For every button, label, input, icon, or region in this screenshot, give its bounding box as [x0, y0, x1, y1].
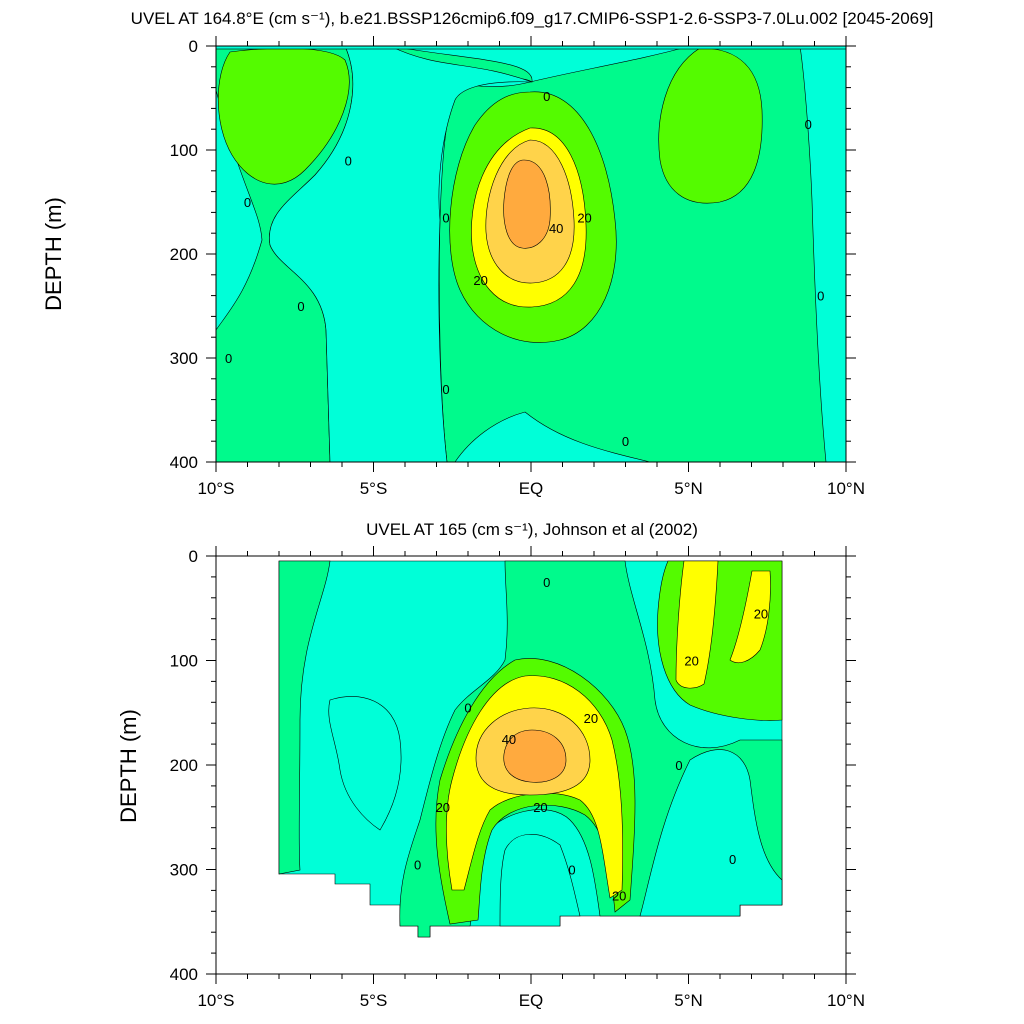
- contour-blob-west: [217, 47, 350, 185]
- contour-label: 0: [225, 351, 232, 366]
- contour-label: 20: [473, 273, 487, 288]
- contour-blob-east: [658, 47, 763, 204]
- contour-label: 0: [543, 89, 550, 104]
- panel-2-ylabel: DEPTH (m): [116, 709, 141, 823]
- contour-east-20: [675, 560, 719, 689]
- contour-label: 0: [622, 434, 629, 449]
- y-tick-label: 200: [170, 756, 198, 775]
- contour-labels: 0 0 0 0 0 0 20 20 20 20 20 20 40: [414, 575, 768, 904]
- x-tick-label: 10°S: [197, 479, 234, 498]
- x-tick-label: 10°S: [197, 991, 234, 1010]
- x-tick-label: EQ: [519, 479, 544, 498]
- contour-band-west: [278, 560, 331, 875]
- y-tick-label: 0: [189, 547, 198, 566]
- contour-label: 20: [436, 800, 450, 815]
- contour-label: 0: [568, 863, 575, 878]
- y-tick-label: 300: [170, 861, 198, 880]
- panel-model: UVEL AT 164.8°E (cm s⁻¹), b.e21.BSSP126c…: [41, 9, 933, 498]
- contour-label: 0: [442, 211, 449, 226]
- y-tick-label: 100: [170, 141, 198, 160]
- contour-cyan-west: [328, 696, 402, 831]
- panel-1-plot-area: 0 0 0 0 0 0 0 0 0 0 20 20 40: [215, 45, 847, 463]
- contour-cyan-east: [639, 749, 783, 917]
- x-tick-label: 5°S: [360, 991, 388, 1010]
- contour-label: 0: [464, 701, 471, 716]
- contour-east-20b: [729, 570, 771, 663]
- y-tick-label: 0: [189, 37, 198, 56]
- y-tick-label: 100: [170, 652, 198, 671]
- contour-cyan-mid: [499, 834, 581, 927]
- x-tick-label: 10°N: [827, 479, 865, 498]
- x-tick-label: 10°N: [827, 991, 865, 1010]
- contour-label: 0: [817, 289, 824, 304]
- contour-label: 40: [549, 221, 563, 236]
- contour-label: 20: [584, 711, 598, 726]
- y-tick-label: 300: [170, 349, 198, 368]
- contour-labels: 0 0 0 0 0 0 0 0 0 0 20 20 40: [225, 89, 824, 449]
- contour-label: 20: [577, 211, 591, 226]
- contour-cyan-top: [269, 45, 533, 463]
- contour-label: 20: [754, 606, 768, 621]
- contour-label: 40: [502, 732, 516, 747]
- panel-obs: UVEL AT 165 (cm s⁻¹), Johnson et al (200…: [116, 520, 865, 1010]
- contour-label: 0: [675, 758, 682, 773]
- y-tick-label: 200: [170, 245, 198, 264]
- x-tick-label: 5°N: [674, 479, 703, 498]
- panel-2-title: UVEL AT 165 (cm s⁻¹), Johnson et al (200…: [366, 520, 698, 539]
- contour-label: 0: [297, 299, 304, 314]
- x-tick-label: 5°S: [360, 479, 388, 498]
- contour-label: 0: [729, 852, 736, 867]
- contour-label: 0: [442, 382, 449, 397]
- contour-label: 20: [612, 889, 626, 904]
- x-tick-label: EQ: [519, 991, 544, 1010]
- contour-label: 0: [543, 575, 550, 590]
- panel-1-ylabel: DEPTH (m): [41, 197, 66, 311]
- contour-label: 20: [533, 800, 547, 815]
- contour-core-40: [503, 729, 567, 783]
- y-tick-label: 400: [170, 965, 198, 984]
- contour-label: 0: [414, 857, 421, 872]
- x-tick-label: 5°N: [674, 991, 703, 1010]
- panel-1-title: UVEL AT 164.8°E (cm s⁻¹), b.e21.BSSP126c…: [131, 9, 934, 28]
- panel-2-plot-area: 0 0 0 0 0 0 20 20 20 20 20 20 40: [278, 560, 783, 938]
- contour-label: 20: [684, 654, 698, 669]
- contour-label: 0: [805, 117, 812, 132]
- contour-label: 0: [345, 153, 352, 168]
- contour-label: 0: [244, 195, 251, 210]
- contour-core-40: [503, 159, 551, 249]
- y-tick-label: 400: [170, 453, 198, 472]
